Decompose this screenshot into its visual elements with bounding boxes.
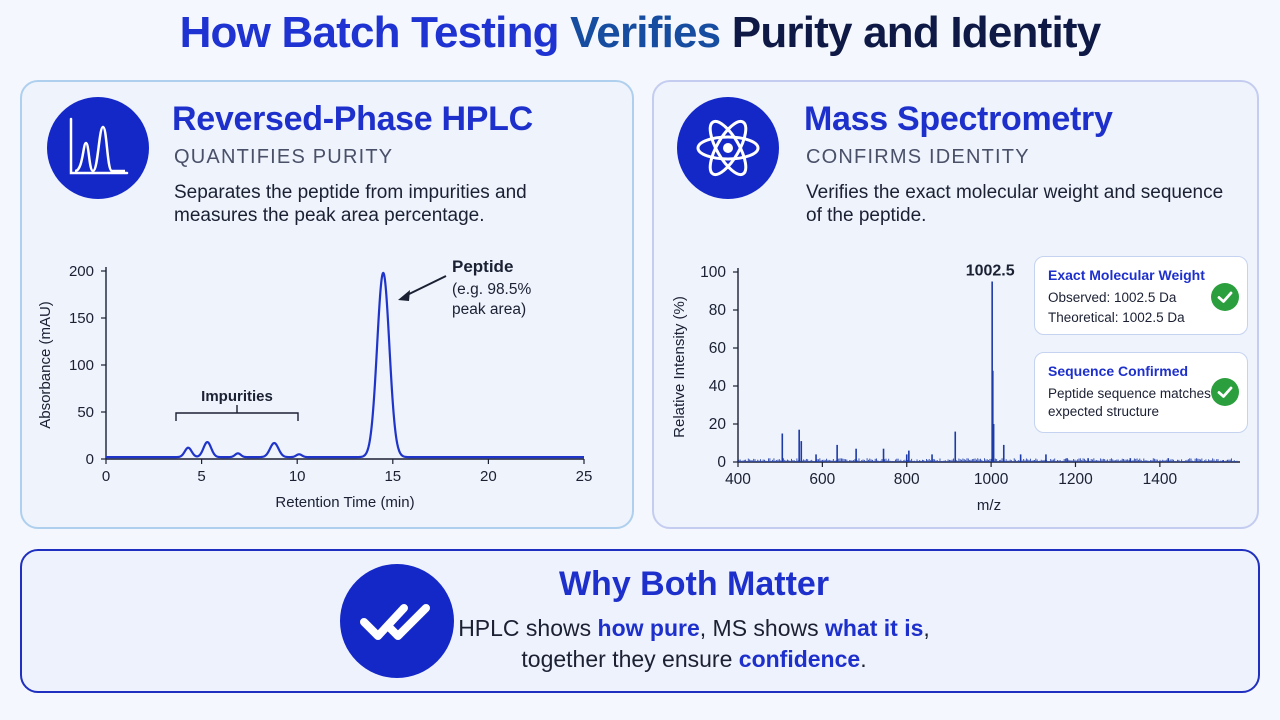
x-axis-label: Retention Time (min)	[275, 494, 414, 511]
y-tick-label: 80	[709, 302, 727, 319]
x-tick-label: 1400	[1143, 471, 1178, 488]
peptide-note-2: peak area)	[452, 301, 526, 318]
hplc-chart: 0 5 10 15 20 25 0 50 100 150 200 Retention Time (mi…	[37, 257, 593, 511]
molecular-weight-box: Exact Molecular Weight Observed: 1002.5 …	[1034, 256, 1248, 335]
double-check-icon	[340, 564, 454, 678]
y-tick-label: 50	[77, 404, 94, 421]
hplc-card: Reversed-Phase HPLC QUANTIFIES PURITY Se…	[20, 80, 634, 529]
x-tick-label: 5	[197, 468, 205, 485]
line2-part-a: together they ensure	[521, 646, 739, 672]
line1-part-a: HPLC shows	[458, 615, 598, 641]
peptide-arrow	[404, 275, 447, 297]
molecular-weight-title: Exact Molecular Weight	[1048, 267, 1205, 283]
highlight-how-pure: how pure	[597, 615, 700, 641]
x-tick-label: 1200	[1058, 471, 1093, 488]
x-tick-label: 1000	[974, 471, 1009, 488]
x-tick-label: 10	[289, 468, 306, 485]
why-both-line-1: HPLC shows how pure, MS shows what it is…	[22, 615, 1280, 642]
x-tick-label: 400	[725, 471, 751, 488]
atom-icon	[677, 97, 779, 199]
hplc-title: Reversed-Phase HPLC	[172, 100, 533, 138]
y-tick-label: 0	[86, 451, 94, 468]
sequence-line-2: expected structure	[1048, 404, 1160, 419]
why-both-matter-card: Why Both Matter HPLC shows how pure, MS …	[20, 549, 1260, 693]
line1-part-c: , MS shows	[699, 615, 826, 641]
x-axis-label: m/z	[977, 497, 1001, 514]
check-icon	[1211, 283, 1239, 311]
hplc-subtitle: QUANTIFIES PURITY	[174, 146, 394, 168]
title-part-3: Purity and Identity	[731, 8, 1101, 57]
sequence-title: Sequence Confirmed	[1048, 363, 1189, 379]
y-tick-label: 40	[709, 378, 727, 395]
peptide-arrowhead	[398, 290, 410, 301]
x-tick-label: 0	[102, 468, 110, 485]
sequence-line-1: Peptide sequence matches	[1048, 386, 1211, 401]
line2-part-c: .	[860, 646, 867, 672]
ms-subtitle: CONFIRMS IDENTITY	[806, 146, 1030, 168]
y-tick-label: 100	[700, 264, 726, 281]
impurities-label: Impurities	[201, 388, 273, 405]
ms-card: Mass Spectrometry CONFIRMS IDENTITY Veri…	[652, 80, 1259, 529]
title-part-1: How Batch Testing	[179, 8, 560, 57]
sequence-confirmed-box: Sequence Confirmed Peptide sequence matc…	[1034, 352, 1248, 433]
peptide-label: Peptide	[452, 257, 513, 276]
x-tick-label: 25	[576, 468, 593, 485]
line1-part-e: ,	[923, 615, 930, 641]
y-axis-label: Relative Intensity (%)	[671, 296, 688, 438]
highlight-what-it-is: what it is	[825, 615, 924, 641]
peptide-note-1: (e.g. 98.5%	[452, 281, 531, 298]
x-tick-label: 15	[384, 468, 401, 485]
title-part-2: Verifies	[570, 8, 721, 57]
y-tick-label: 60	[709, 340, 727, 357]
x-tick-label: 20	[480, 468, 497, 485]
y-axis-label: Absorbance (mAU)	[37, 301, 54, 429]
why-both-line-2: together they ensure confidence.	[22, 646, 1280, 673]
why-both-title: Why Both Matter	[558, 565, 830, 603]
x-tick-label: 600	[809, 471, 835, 488]
y-tick-label: 150	[69, 310, 94, 327]
y-tick-label: 200	[69, 263, 94, 280]
ms-title: Mass Spectrometry	[804, 100, 1113, 138]
y-tick-label: 100	[69, 357, 94, 374]
ms-peak-label: 1002.5	[966, 263, 1015, 280]
y-tick-label: 0	[717, 454, 726, 471]
x-tick-label: 800	[894, 471, 920, 488]
observed-weight: Observed: 1002.5 Da	[1048, 290, 1177, 305]
theoretical-weight: Theoretical: 1002.5 Da	[1048, 310, 1185, 325]
y-tick-label: 20	[709, 416, 727, 433]
chromatogram-icon	[47, 97, 149, 199]
highlight-confidence: confidence	[738, 646, 861, 672]
page-title: How Batch Testing Verifies Purity and Id…	[0, 8, 1280, 58]
hplc-description: Separates the peptide from impurities an…	[174, 182, 527, 226]
impurities-bracket	[175, 405, 299, 421]
ms-chart: 400 600 800 1000 1200 1400 0 20 40 60 80 100 m/z Rela…	[671, 263, 1240, 514]
ms-description: Verifies the exact molecular weight and …	[806, 182, 1224, 226]
check-icon	[1211, 378, 1239, 406]
hplc-trace	[105, 271, 585, 459]
